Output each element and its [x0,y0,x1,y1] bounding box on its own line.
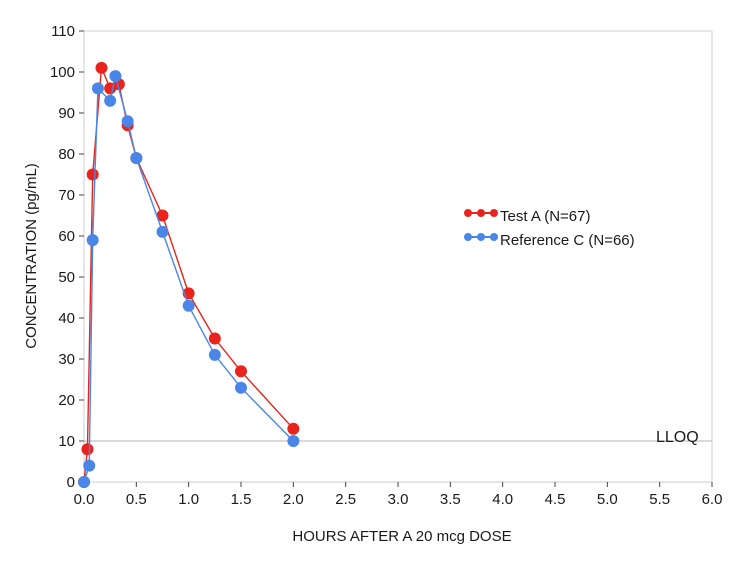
data-point [109,70,122,83]
legend-swatch-dot [477,209,485,217]
y-tick-label: 70 [58,187,75,204]
legend-swatch-dot [464,233,472,241]
data-point [287,422,300,435]
legend-label-test-a: Test A (N=67) [500,208,590,225]
data-point [121,115,134,128]
y-tick-label: 100 [50,64,75,81]
x-axis-label: HOURS AFTER A 20 mcg DOSE [292,528,511,545]
x-tick-label: 4.0 [492,491,513,508]
data-point [156,225,169,238]
plot-area [83,30,713,483]
legend-item-test-a [464,209,498,217]
y-tick-label: 90 [58,105,75,122]
y-tick-label: 60 [58,228,75,245]
y-tick-label: 50 [58,269,75,286]
data-point [208,348,221,361]
x-tick-label: 4.5 [545,491,566,508]
y-tick-label: 20 [58,392,75,409]
x-axis-ticks: 0.0 0.5 1.0 1.5 2.0 2.5 3.0 3.5 4.0 4.5 5.0 5.5 6.0 [74,482,723,508]
data-point [235,381,247,394]
data-point [156,209,169,222]
data-point [235,365,247,378]
legend-swatch-dot [464,209,472,217]
x-tick-label: 2.5 [335,491,356,508]
x-tick-label: 0.0 [74,491,95,508]
x-tick-label: 5.0 [597,491,618,508]
x-tick-label: 1.5 [231,491,252,508]
legend-swatch-dot [477,233,485,241]
lloq-label: LLOQ [656,429,699,446]
legend-label-reference-c: Reference C (N=66) [500,232,635,249]
legend-swatch-dot [490,209,498,217]
x-tick-label: 2.0 [283,491,304,508]
legend-item-reference-c [464,233,498,241]
y-tick-label: 40 [58,310,75,327]
data-point [83,459,96,472]
data-point [95,61,108,74]
x-tick-label: 6.0 [702,491,723,508]
series-reference-c [78,70,300,488]
y-tick-label: 110 [51,23,75,40]
data-point [104,94,117,107]
data-point [182,299,195,312]
data-point [208,332,221,345]
data-point [81,443,94,456]
x-tick-label: 3.0 [388,491,409,508]
data-point [78,476,90,488]
x-tick-label: 3.5 [440,491,461,508]
y-tick-label: 30 [58,351,75,368]
y-axis-ticks: 0 10 20 30 40 50 60 70 80 90 100 110 [50,23,84,491]
data-point [86,168,99,181]
series-layer [78,61,300,488]
data-point [86,234,99,247]
y-axis-label: CONCENTRATION (pg/mL) [23,163,40,349]
x-tick-label: 1.0 [178,491,199,508]
x-tick-label: 5.5 [649,491,670,508]
y-tick-label: 10 [58,433,75,450]
legend-swatch-dot [490,233,498,241]
y-tick-label: 80 [58,146,75,163]
x-tick-label: 0.5 [126,491,147,508]
data-point [91,82,104,95]
y-tick-label: 0 [67,474,75,491]
data-point [130,152,143,165]
legend: Test A (N=67) Reference C (N=66) [464,208,635,249]
data-point [287,435,300,447]
